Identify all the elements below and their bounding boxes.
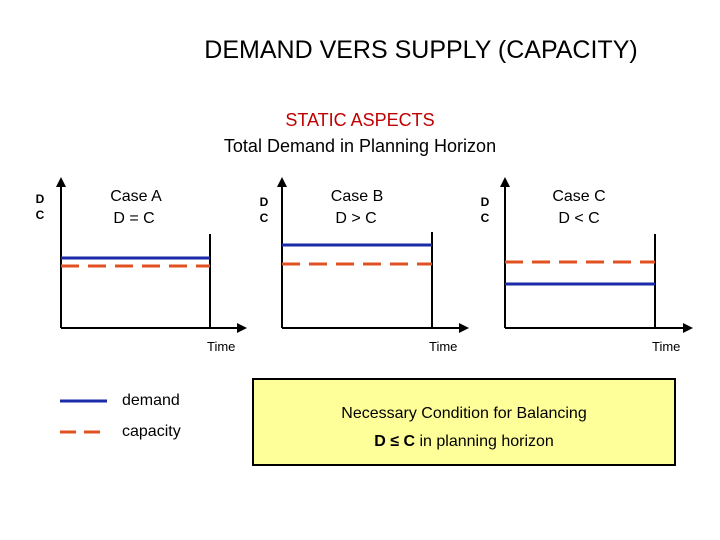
panel-case-c: [500, 177, 693, 333]
condition-box: [252, 378, 676, 466]
case-a-title: Case A: [110, 188, 162, 205]
condition-formula: D ≤ C in planning horizon: [252, 433, 676, 451]
time-label-b: Time: [429, 339, 458, 354]
case-c-title: Case C: [552, 188, 606, 205]
case-b-title: Case B: [330, 188, 384, 205]
case-a-relation: D = C: [113, 210, 155, 227]
axis-label-dc-a: D C: [34, 191, 46, 223]
case-b-relation: D > C: [335, 210, 377, 227]
case-c-relation: D < C: [558, 210, 600, 227]
condition-rhs: C: [403, 433, 416, 450]
axis-label-c: C: [35, 208, 45, 222]
axis-label-dc-c: D C: [479, 194, 491, 226]
time-label-c: Time: [652, 339, 681, 354]
legend-capacity-label: capacity: [122, 423, 181, 440]
condition-suffix: in planning horizon: [419, 433, 554, 450]
condition-operator: ≤: [390, 433, 399, 450]
axis-label-d: D: [259, 195, 269, 209]
axis-label-d: D: [35, 192, 45, 206]
section-caption: Total Demand in Planning Horizon: [223, 136, 497, 156]
condition-lhs: D: [374, 433, 386, 450]
legend-demand-label: demand: [122, 392, 180, 409]
condition-heading: Necessary Condition for Balancing: [341, 405, 587, 422]
axis-label-c: C: [480, 211, 490, 225]
section-subtitle: STATIC ASPECTS: [285, 110, 435, 130]
panel-case-b: [277, 177, 469, 333]
panel-case-a: [56, 177, 247, 333]
axis-label-dc-b: D C: [258, 194, 270, 226]
time-label-a: Time: [207, 339, 236, 354]
axis-label-d: D: [480, 195, 490, 209]
axis-label-c: C: [259, 211, 269, 225]
page-title: DEMAND VERS SUPPLY (CAPACITY): [204, 36, 638, 64]
